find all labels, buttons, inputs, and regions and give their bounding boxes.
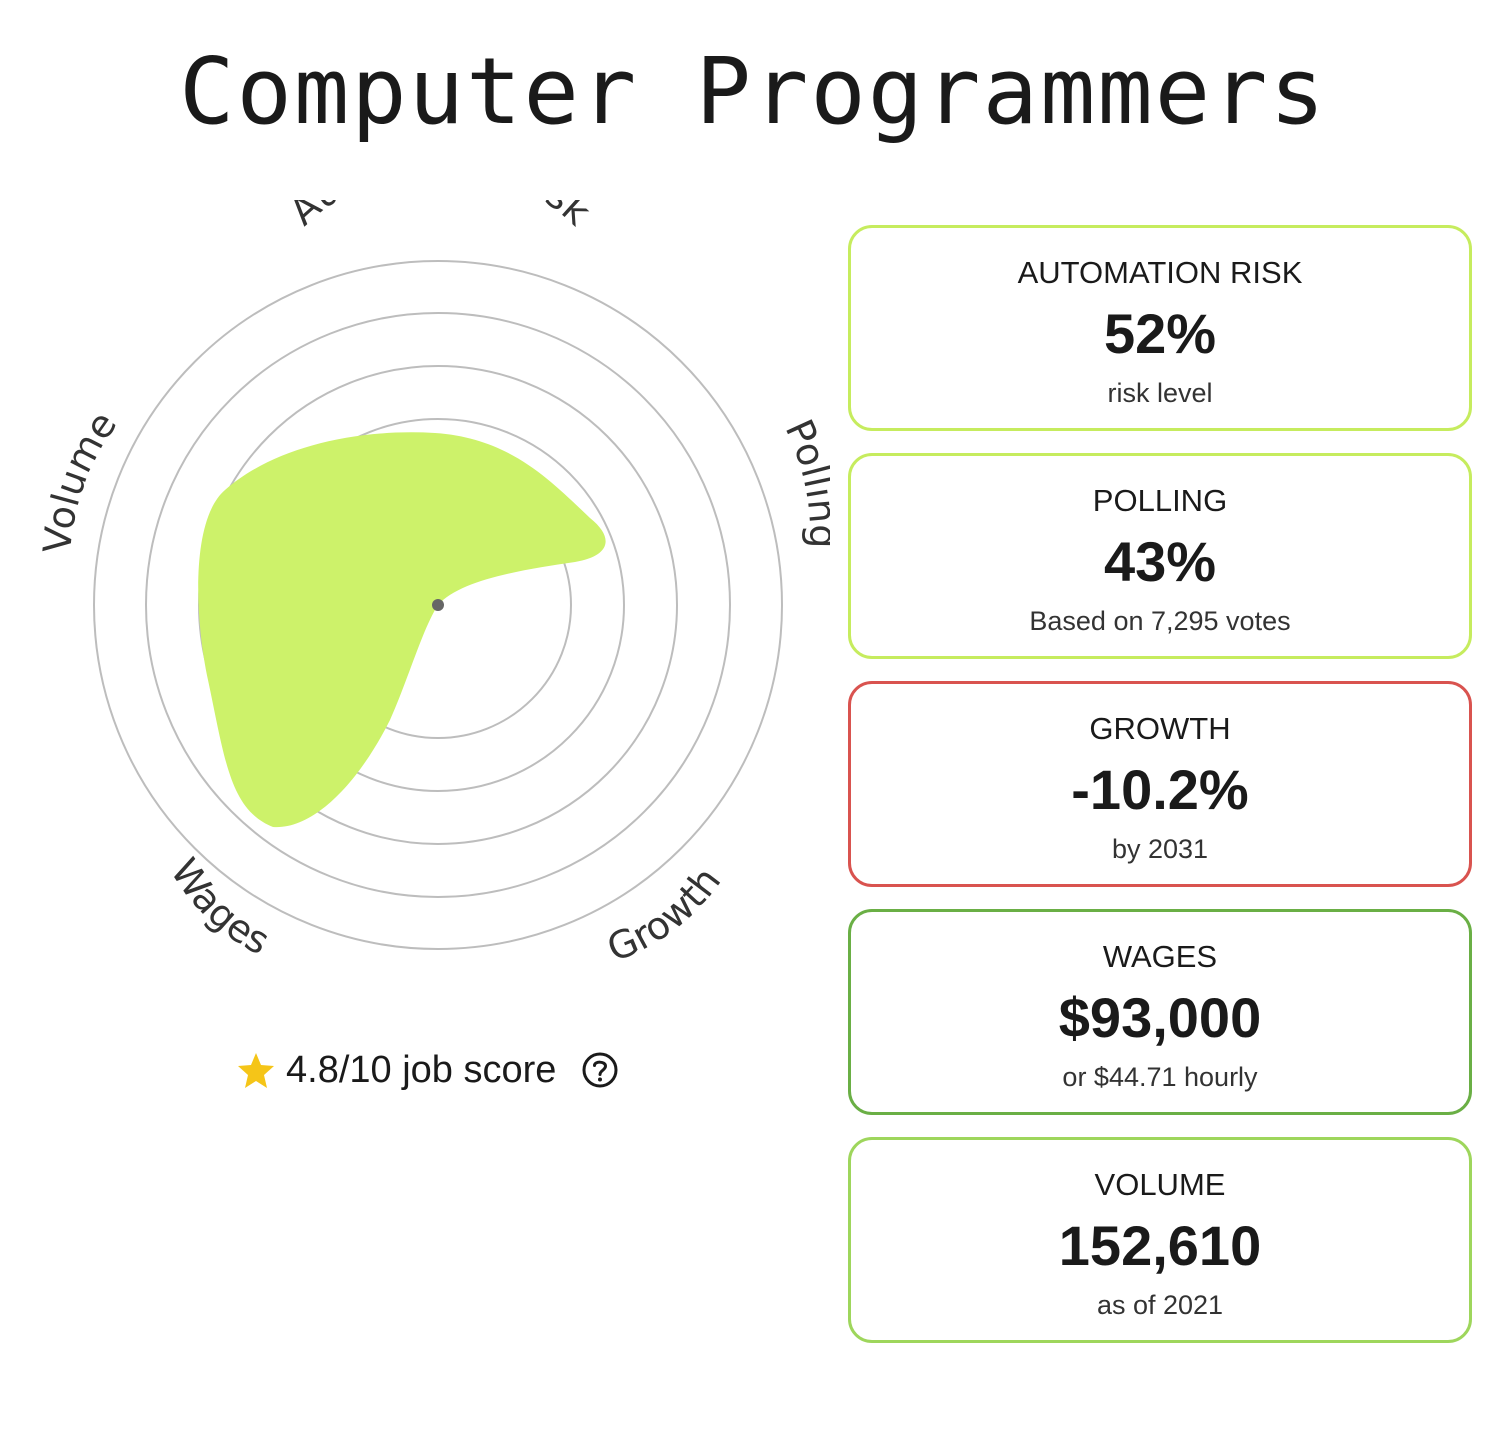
card-subtext: by 2031 bbox=[1111, 834, 1209, 864]
card-automation-risk: AUTOMATION RISK 52% risk level bbox=[848, 225, 1472, 431]
card-subtext: risk level bbox=[1107, 378, 1213, 408]
page-title: Computer Programmers bbox=[179, 38, 1327, 145]
metric-cards: AUTOMATION RISK 52% risk level POLLING 4… bbox=[848, 225, 1472, 1365]
card-value: 52% bbox=[1103, 302, 1217, 365]
axis-label-automation-risk: Automation risk bbox=[281, 200, 599, 234]
question-circle-icon[interactable] bbox=[580, 1050, 620, 1090]
radar-center-dot bbox=[432, 599, 444, 611]
card-label: POLLING bbox=[1092, 483, 1228, 518]
job-score: 4.8/10 job score bbox=[236, 1040, 620, 1100]
card-label: AUTOMATION RISK bbox=[1017, 255, 1303, 290]
card-value: -10.2% bbox=[1071, 758, 1249, 821]
card-label: WAGES bbox=[1102, 939, 1218, 974]
card-subtext: Based on 7,295 votes bbox=[1029, 606, 1291, 636]
job-score-text: 4.8/10 job score bbox=[286, 1048, 557, 1091]
radar-fill-shape bbox=[198, 432, 606, 828]
card-growth: GROWTH -10.2% by 2031 bbox=[848, 681, 1472, 887]
axis-label-polling: Polling bbox=[777, 413, 830, 549]
radar-ring-5 bbox=[93, 260, 783, 950]
radar-ring-4 bbox=[145, 312, 731, 898]
radar-chart: Automation risk Polling Growth Wages Vol… bbox=[30, 200, 830, 980]
star-icon bbox=[238, 1053, 274, 1088]
card-label: GROWTH bbox=[1089, 711, 1231, 746]
axis-label-wages: Wages bbox=[162, 851, 277, 964]
axis-label-growth: Growth bbox=[601, 859, 729, 971]
card-wages: WAGES $93,000 or $44.71 hourly bbox=[848, 909, 1472, 1115]
card-subtext: or $44.71 hourly bbox=[1062, 1062, 1258, 1092]
card-subtext: as of 2021 bbox=[1096, 1290, 1224, 1320]
card-volume: VOLUME 152,610 as of 2021 bbox=[848, 1137, 1472, 1343]
card-value: 43% bbox=[1103, 530, 1217, 593]
radar-svg: Automation risk Polling Growth Wages Vol… bbox=[35, 200, 830, 971]
card-polling: POLLING 43% Based on 7,295 votes bbox=[848, 453, 1472, 659]
axis-label-volume: Volume bbox=[35, 403, 125, 555]
card-value: 152,610 bbox=[1058, 1214, 1262, 1277]
card-label: VOLUME bbox=[1094, 1167, 1226, 1202]
card-value: $93,000 bbox=[1058, 986, 1262, 1049]
